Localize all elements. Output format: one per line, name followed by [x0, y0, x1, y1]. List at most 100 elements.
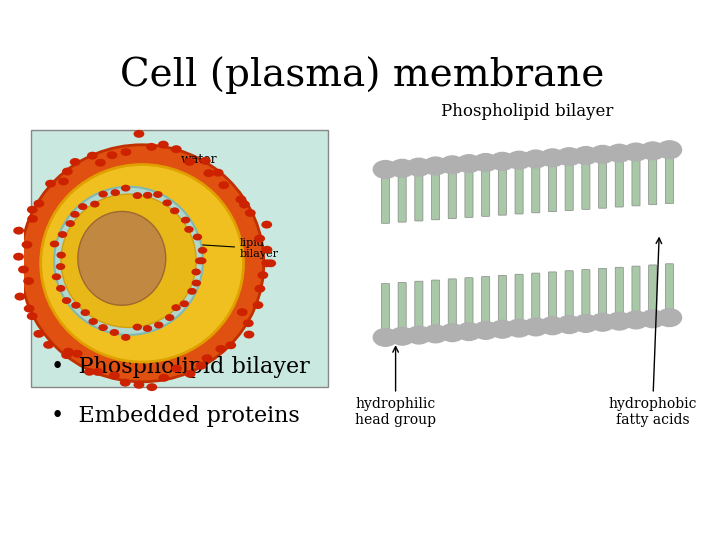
Circle shape	[143, 325, 152, 332]
Circle shape	[45, 180, 56, 187]
Circle shape	[56, 263, 66, 270]
Circle shape	[58, 231, 67, 238]
Circle shape	[590, 313, 615, 331]
Circle shape	[456, 155, 481, 173]
FancyBboxPatch shape	[515, 274, 523, 320]
Text: •  Embedded proteins: • Embedded proteins	[51, 406, 300, 427]
Circle shape	[557, 148, 581, 166]
FancyBboxPatch shape	[549, 272, 557, 318]
Text: Cell (plasma) membrane: Cell (plasma) membrane	[120, 56, 604, 94]
Circle shape	[197, 258, 207, 264]
Text: lipid
bilayer: lipid bilayer	[184, 238, 279, 259]
Circle shape	[70, 158, 81, 166]
FancyBboxPatch shape	[565, 165, 573, 211]
Circle shape	[243, 319, 253, 327]
Circle shape	[423, 157, 448, 175]
Circle shape	[187, 288, 197, 295]
Circle shape	[107, 151, 117, 159]
Circle shape	[258, 271, 269, 279]
Ellipse shape	[40, 165, 243, 362]
FancyBboxPatch shape	[449, 279, 456, 325]
FancyBboxPatch shape	[415, 176, 423, 221]
Circle shape	[66, 220, 75, 227]
Circle shape	[225, 341, 236, 349]
Text: hydrophilic
head group: hydrophilic head group	[355, 347, 436, 427]
Circle shape	[71, 302, 81, 309]
Circle shape	[133, 381, 144, 389]
FancyBboxPatch shape	[398, 177, 406, 222]
Circle shape	[92, 368, 103, 376]
FancyBboxPatch shape	[431, 174, 440, 220]
FancyBboxPatch shape	[632, 160, 640, 206]
FancyBboxPatch shape	[531, 273, 540, 319]
FancyBboxPatch shape	[465, 278, 473, 323]
Circle shape	[171, 304, 181, 311]
Circle shape	[78, 203, 87, 210]
Circle shape	[62, 297, 71, 304]
Circle shape	[22, 241, 32, 249]
Circle shape	[50, 240, 59, 247]
Circle shape	[146, 383, 157, 391]
Circle shape	[440, 156, 464, 174]
Circle shape	[13, 253, 24, 261]
FancyBboxPatch shape	[415, 281, 423, 327]
Circle shape	[99, 191, 108, 198]
Circle shape	[237, 308, 248, 316]
Circle shape	[132, 323, 142, 330]
Circle shape	[607, 144, 631, 162]
Circle shape	[70, 211, 80, 218]
Circle shape	[27, 312, 37, 320]
Circle shape	[540, 317, 564, 335]
Circle shape	[204, 169, 215, 177]
FancyBboxPatch shape	[632, 266, 640, 312]
Circle shape	[261, 246, 272, 254]
Circle shape	[89, 318, 98, 325]
Circle shape	[200, 157, 211, 165]
FancyBboxPatch shape	[431, 280, 440, 326]
Circle shape	[507, 319, 531, 337]
Circle shape	[184, 158, 195, 166]
Circle shape	[120, 148, 131, 156]
Circle shape	[23, 277, 34, 285]
Circle shape	[218, 181, 229, 189]
Circle shape	[153, 191, 163, 198]
FancyBboxPatch shape	[465, 172, 473, 218]
FancyBboxPatch shape	[449, 173, 456, 219]
Ellipse shape	[54, 187, 203, 335]
Circle shape	[111, 189, 120, 196]
Circle shape	[212, 168, 224, 177]
Circle shape	[607, 312, 631, 330]
Circle shape	[81, 309, 90, 316]
Circle shape	[243, 330, 254, 339]
Circle shape	[43, 341, 54, 349]
Circle shape	[523, 318, 548, 336]
Ellipse shape	[61, 194, 196, 327]
Circle shape	[657, 309, 682, 327]
Circle shape	[423, 325, 448, 343]
FancyBboxPatch shape	[582, 164, 590, 210]
FancyBboxPatch shape	[549, 166, 557, 212]
Text: water: water	[75, 244, 107, 253]
Circle shape	[265, 259, 276, 267]
FancyBboxPatch shape	[615, 161, 624, 207]
Text: water: water	[181, 153, 218, 166]
Ellipse shape	[78, 212, 166, 305]
FancyBboxPatch shape	[482, 276, 490, 322]
Circle shape	[13, 227, 24, 234]
Circle shape	[18, 266, 29, 273]
Circle shape	[14, 293, 25, 301]
Circle shape	[235, 195, 246, 204]
Circle shape	[163, 199, 172, 206]
Circle shape	[165, 314, 174, 321]
FancyBboxPatch shape	[615, 267, 624, 313]
Circle shape	[474, 153, 498, 171]
Circle shape	[87, 152, 98, 160]
Circle shape	[254, 285, 265, 293]
Circle shape	[507, 151, 531, 169]
Circle shape	[63, 348, 73, 356]
FancyBboxPatch shape	[565, 271, 573, 316]
Text: •  Phospholipid bilayer: • Phospholipid bilayer	[51, 356, 310, 378]
Circle shape	[373, 160, 397, 178]
Ellipse shape	[20, 145, 264, 382]
Circle shape	[641, 142, 665, 160]
